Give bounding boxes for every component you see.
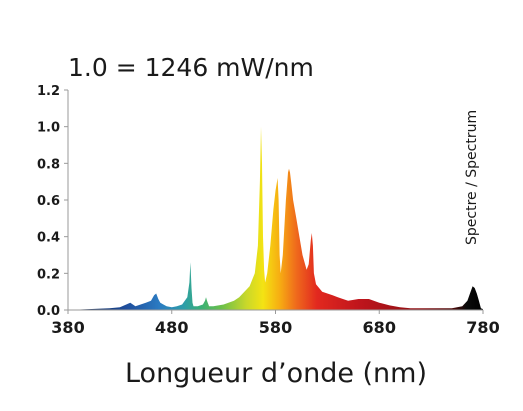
y-tick-label: 0.0 — [37, 304, 60, 319]
x-tick-label: 380 — [51, 318, 84, 337]
y-tick-label: 0.8 — [37, 157, 60, 172]
x-tick-label: 480 — [155, 318, 188, 337]
spectrum-series-area — [68, 126, 483, 310]
scale-note: 1.0 = 1246 mW/nm — [68, 53, 314, 82]
y-tick-label: 1.0 — [37, 121, 60, 136]
y-axis-ticks: 0.0 0.2 0.4 0.6 0.8 1.0 1.2 — [37, 84, 68, 319]
y-tick-label: 0.4 — [37, 231, 60, 246]
y-tick-label: 1.2 — [37, 84, 60, 99]
x-tick-label: 580 — [259, 318, 292, 337]
x-axis-label: Longueur d’onde (nm) — [125, 358, 427, 389]
x-tick-label: 780 — [466, 318, 499, 337]
spectrum-side-label: Spectre / Spectrum — [464, 110, 480, 245]
x-axis-ticks: 380 480 580 680 780 — [51, 310, 500, 337]
y-tick-label: 0.6 — [37, 194, 60, 209]
y-tick-label: 0.2 — [37, 267, 60, 282]
x-tick-label: 680 — [363, 318, 396, 337]
